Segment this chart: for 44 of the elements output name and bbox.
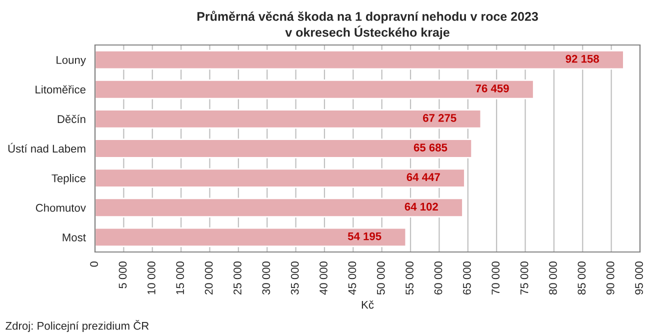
x-tick-label: 85 000 bbox=[578, 261, 586, 295]
data-label: 64 102 bbox=[404, 202, 438, 211]
x-tick-label: 65 000 bbox=[463, 261, 471, 294]
x-tick-label: 45 000 bbox=[348, 261, 356, 295]
bar bbox=[95, 198, 464, 218]
data-label: 65 685 bbox=[414, 144, 448, 152]
y-tick-label: Teplice bbox=[52, 174, 86, 184]
bar bbox=[95, 227, 407, 248]
y-tick-label: Ústí nad Labem bbox=[8, 142, 86, 153]
x-tick-label: 55 000 bbox=[406, 261, 414, 295]
x-tick-label: 30 000 bbox=[262, 261, 270, 295]
y-tick-label: Litoměřice bbox=[36, 85, 86, 94]
data-label: 67 275 bbox=[423, 114, 456, 122]
x-tick-label: 25 000 bbox=[234, 261, 242, 294]
x-tick-label: 20 000 bbox=[204, 261, 213, 294]
x-tick-label: 10 000 bbox=[147, 261, 156, 294]
data-label: 64 447 bbox=[406, 173, 440, 182]
chart-title: Průměrná věcná škoda na 1 dopravní nehodu v roce 2023 v okresech Ústeckého kraje bbox=[197, 10, 538, 40]
x-tick-label: 75 000 bbox=[520, 261, 528, 294]
bar bbox=[95, 79, 534, 100]
bar bbox=[95, 138, 473, 158]
x-tick-label: 15 000 bbox=[176, 261, 184, 294]
data-label: 54 195 bbox=[348, 232, 382, 240]
x-tick-label: 80 000 bbox=[549, 261, 557, 295]
x-tick-label: 50 000 bbox=[376, 261, 385, 295]
x-tick-label: 70 000 bbox=[492, 261, 500, 294]
x-tick-label: 35 000 bbox=[290, 261, 299, 295]
data-label: 76 459 bbox=[476, 84, 509, 92]
y-tick-label: Louny bbox=[56, 56, 86, 66]
x-tick-label: 60 000 bbox=[434, 261, 442, 294]
x-tick-label: 0 bbox=[90, 261, 98, 267]
x-tick-label: 40 000 bbox=[320, 261, 328, 295]
bar bbox=[95, 109, 482, 129]
y-tick-label: Děčín bbox=[58, 114, 86, 124]
x-tick-label: 5 000 bbox=[118, 261, 127, 288]
y-tick-label: Chomutov bbox=[36, 204, 86, 212]
data-label: 92 158 bbox=[566, 54, 600, 63]
text: Zdroj: Policejní prezidium ČR bbox=[6, 320, 149, 332]
x-tick-label: 95 000 bbox=[635, 261, 643, 294]
x-tick-label: 90 000 bbox=[606, 261, 614, 294]
bar bbox=[95, 168, 466, 188]
bar bbox=[95, 50, 624, 70]
x-axis-title: Kč bbox=[362, 300, 374, 309]
y-tick-label: Most bbox=[62, 234, 86, 242]
